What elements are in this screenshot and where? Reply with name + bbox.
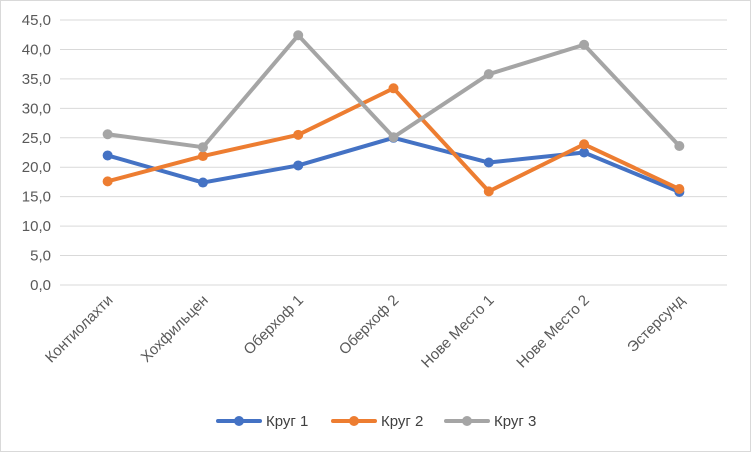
data-point bbox=[197, 177, 208, 188]
data-point bbox=[102, 129, 113, 140]
data-point bbox=[293, 30, 304, 41]
x-tick-label: Хохфильцен bbox=[138, 292, 212, 366]
data-point bbox=[674, 141, 685, 152]
data-point bbox=[102, 150, 113, 161]
data-point bbox=[388, 83, 399, 94]
y-tick-label: 30,0 bbox=[22, 100, 51, 117]
x-tick-label: Оберхоф 1 bbox=[240, 292, 307, 359]
legend-label: Круг 2 bbox=[381, 413, 423, 430]
legend-entry: Круг 1 bbox=[216, 413, 308, 430]
legend-swatch-marker bbox=[234, 416, 244, 426]
legend-label: Круг 1 bbox=[266, 413, 308, 430]
y-tick-label: 25,0 bbox=[22, 130, 51, 147]
data-point bbox=[388, 132, 399, 143]
legend: Круг 1 Круг 2 Круг 3 bbox=[216, 413, 536, 430]
legend-swatch-marker bbox=[349, 416, 359, 426]
y-tick-label: 20,0 bbox=[22, 159, 51, 176]
data-point bbox=[483, 157, 494, 168]
legend-swatch-marker bbox=[462, 416, 472, 426]
x-tick-label: Нове Место 2 bbox=[513, 292, 593, 372]
y-tick-label: 15,0 bbox=[22, 189, 51, 206]
data-point bbox=[579, 139, 590, 150]
legend-label: Круг 3 bbox=[494, 413, 536, 430]
series-Круг 2 bbox=[102, 83, 685, 197]
y-tick-label: 10,0 bbox=[22, 218, 51, 235]
data-point bbox=[293, 160, 304, 171]
x-tick-label: Эстерсунд bbox=[624, 292, 688, 356]
data-point bbox=[197, 142, 208, 153]
data-point bbox=[674, 184, 685, 195]
series-lines bbox=[102, 30, 685, 197]
y-tick-label: 45,0 bbox=[22, 12, 51, 29]
x-tick-label: Нове Место 1 bbox=[418, 292, 498, 372]
x-tick-label: Оберхоф 2 bbox=[336, 292, 403, 359]
y-tick-label: 0,0 bbox=[30, 277, 51, 294]
data-point bbox=[197, 151, 208, 162]
series-Круг 3 bbox=[102, 30, 685, 153]
y-tick-label: 35,0 bbox=[22, 71, 51, 88]
y-axis-tick-labels: 0,0 5,0 10,0 15,0 20,0 25,0 30,0 35,0 40,0 45,0 bbox=[22, 12, 51, 294]
data-point bbox=[579, 147, 590, 158]
data-point bbox=[483, 186, 494, 197]
x-tick-label: Контиолахти bbox=[42, 292, 116, 366]
legend-entry: Круг 2 bbox=[331, 413, 423, 430]
y-tick-label: 5,0 bbox=[30, 248, 51, 265]
data-point bbox=[293, 129, 304, 140]
gridlines bbox=[60, 19, 727, 286]
data-point bbox=[483, 69, 494, 80]
data-point bbox=[579, 39, 590, 50]
series-Круг 1 bbox=[102, 132, 685, 197]
legend-entry: Круг 3 bbox=[444, 413, 536, 430]
data-point bbox=[102, 176, 113, 187]
y-tick-label: 40,0 bbox=[22, 41, 51, 58]
